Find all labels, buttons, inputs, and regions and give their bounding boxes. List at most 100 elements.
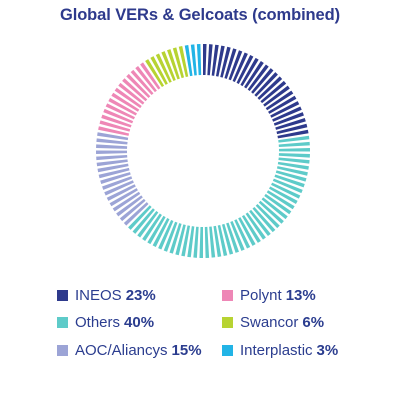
bar-segment — [271, 182, 301, 199]
bar-segment — [215, 45, 225, 77]
bar-segment — [161, 51, 176, 81]
bar-segment — [112, 191, 141, 212]
slice-ineos — [203, 44, 309, 139]
bar-segment — [240, 57, 259, 87]
bar-segment — [211, 44, 219, 76]
bar-segment — [114, 87, 142, 109]
bar-segment — [96, 159, 128, 167]
bar-segment — [232, 52, 248, 83]
bar-segment — [204, 226, 210, 258]
bar-segment — [108, 97, 137, 116]
legend-item-others: Others 40% — [57, 314, 154, 331]
bar-segment — [252, 206, 276, 233]
bar-segment — [102, 176, 133, 190]
legend-label: Others — [75, 314, 121, 331]
bar-segment — [105, 103, 135, 120]
bar-segment — [278, 157, 310, 164]
bar-segment — [221, 223, 234, 255]
bar-segment — [278, 153, 310, 158]
bar-segment — [241, 214, 261, 243]
bar-segment — [261, 197, 288, 220]
legend-value: 13% — [285, 287, 316, 304]
bar-segment — [147, 215, 166, 245]
legend-swatch — [57, 290, 68, 301]
bar-segment — [109, 188, 138, 207]
bar-segment — [278, 141, 310, 148]
bar-segment — [272, 178, 303, 194]
bar-segment — [100, 172, 131, 185]
bar-segment — [167, 49, 180, 80]
bar-segment — [172, 47, 185, 79]
bar-segment — [119, 198, 146, 222]
bar-segment — [158, 219, 174, 250]
bar-segment — [238, 217, 256, 246]
bar-segment — [277, 129, 309, 139]
legend-item-interplastic: Interplastic 3% — [222, 342, 338, 359]
bar-segment — [99, 120, 131, 132]
legend-value: 40% — [124, 314, 155, 331]
bar-segment — [244, 60, 264, 89]
bar-segment — [224, 48, 237, 79]
bar-segment — [181, 225, 191, 257]
bar-segment — [111, 92, 140, 112]
legend-label: Swancor — [240, 314, 299, 331]
bar-segment — [228, 50, 243, 81]
bar-segment — [150, 56, 168, 85]
chart-title: Global VERs & Gelcoats (combined) — [59, 6, 340, 24]
bar-segment — [96, 154, 128, 161]
bar-segment — [163, 221, 178, 252]
legend-value: 23% — [125, 287, 156, 304]
bar-segment — [234, 219, 251, 249]
bar-segment — [255, 203, 280, 229]
legend-swatch — [222, 317, 233, 328]
bar-segment — [260, 80, 287, 104]
bar-segment — [116, 195, 143, 217]
bar-segment — [249, 209, 271, 237]
bar-segment — [278, 135, 310, 143]
legend-value: 3% — [316, 342, 339, 359]
bar-segment — [135, 65, 157, 93]
bar-segment — [209, 226, 216, 258]
legend-label: INEOS — [75, 287, 122, 304]
slice-interplastic — [184, 44, 202, 77]
bar-segment — [126, 73, 151, 99]
bar-segment — [266, 190, 295, 210]
bar-segment — [220, 46, 231, 78]
bar-segment — [187, 226, 195, 258]
bar-segment — [132, 208, 155, 234]
legend-item-aoc-aliancys: AOC/Aliancys 15% — [57, 342, 202, 359]
bar-segment — [276, 123, 308, 135]
bar-segment — [145, 59, 165, 88]
bar-segment — [203, 44, 207, 76]
bar-segment — [217, 225, 228, 256]
bar-segment — [268, 95, 297, 114]
legend-swatch — [57, 317, 68, 328]
legend-item-swancor: Swancor 6% — [222, 314, 324, 331]
bar-segment — [269, 186, 298, 205]
legend-swatch — [57, 345, 68, 356]
legend-label: Polynt — [240, 287, 282, 304]
bar-segment — [207, 44, 213, 76]
bar-segment — [122, 78, 148, 102]
legend-item-ineos: INEOS 23% — [57, 287, 156, 304]
bar-segment — [247, 64, 269, 92]
bar-segment — [273, 112, 304, 126]
bar-segment — [140, 62, 161, 90]
bar-segment — [123, 202, 149, 226]
bar-segment — [155, 53, 172, 83]
bar-segment — [263, 85, 290, 107]
bar-segment — [178, 46, 189, 77]
bar-segment — [272, 106, 302, 122]
bar-segment — [97, 163, 129, 173]
bar-segment — [96, 150, 128, 155]
bar-segment — [106, 184, 136, 201]
bar-segment — [137, 210, 159, 238]
bar-segment — [277, 161, 309, 170]
bar-segment — [265, 90, 294, 111]
legend-value: 15% — [171, 342, 202, 359]
bar-segment — [118, 82, 145, 105]
bar-segment — [245, 212, 266, 240]
legend-swatch — [222, 290, 233, 301]
bar-segment — [251, 68, 274, 94]
